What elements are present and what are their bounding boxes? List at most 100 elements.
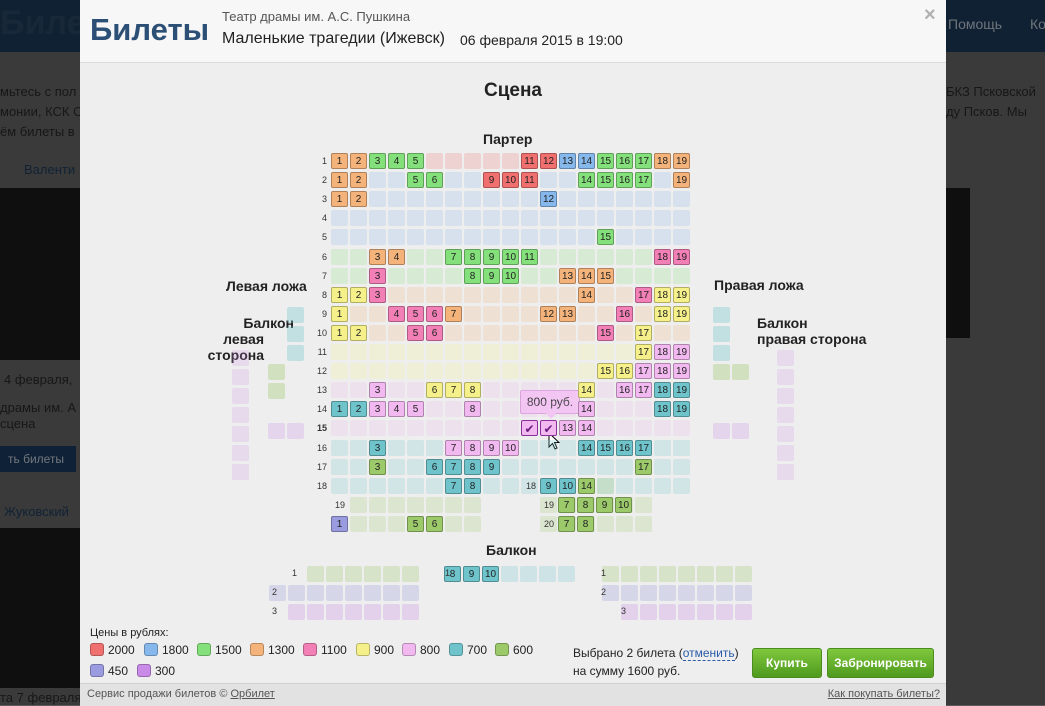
seat-available[interactable]: 3: [369, 401, 386, 417]
seat-available[interactable]: 3: [369, 287, 386, 303]
seat-available[interactable]: 19: [673, 344, 690, 360]
nav-help-link[interactable]: Помощь: [948, 16, 1003, 32]
seat-available[interactable]: 3: [369, 459, 386, 475]
seat-available[interactable]: 5: [407, 401, 424, 417]
seat-available[interactable]: 9: [483, 268, 500, 284]
seat-available[interactable]: 16: [616, 363, 633, 379]
seat-available[interactable]: 16: [616, 382, 633, 398]
seat-available[interactable]: 6: [426, 325, 443, 341]
seat-available[interactable]: 8: [444, 566, 461, 582]
seat-available[interactable]: 9: [540, 478, 557, 494]
seat-available[interactable]: 11: [521, 249, 538, 265]
seat-available[interactable]: 14: [578, 420, 595, 436]
seat-available[interactable]: 17: [635, 459, 652, 475]
seat-available[interactable]: 19: [673, 287, 690, 303]
orbilet-link[interactable]: Орбилет: [230, 688, 275, 700]
seat-available[interactable]: 19: [673, 153, 690, 169]
seat-available[interactable]: 7: [445, 459, 462, 475]
bg-buy-button[interactable]: ть билеты: [0, 446, 76, 472]
seat-available[interactable]: 7: [445, 382, 462, 398]
seat-available[interactable]: 15: [597, 325, 614, 341]
seat-available[interactable]: 10: [502, 268, 519, 284]
seat-available[interactable]: 13: [559, 306, 576, 322]
seat-available[interactable]: 1: [331, 306, 348, 322]
seat-available[interactable]: 1: [331, 325, 348, 341]
seat-available[interactable]: 1: [331, 191, 348, 207]
seat-available[interactable]: 9: [463, 566, 480, 582]
seat-available[interactable]: 5: [407, 172, 424, 188]
seat-available[interactable]: 18: [654, 249, 671, 265]
seat-available[interactable]: 8: [464, 401, 481, 417]
seat-available[interactable]: 15: [597, 172, 614, 188]
seat-available[interactable]: 5: [407, 516, 424, 532]
seat-available[interactable]: 14: [578, 153, 595, 169]
seat-available[interactable]: 2: [350, 153, 367, 169]
seat-available[interactable]: 14: [578, 172, 595, 188]
seat-available[interactable]: 4: [388, 306, 405, 322]
seat-available[interactable]: 6: [426, 459, 443, 475]
bg-card-title[interactable]: Валенти: [24, 162, 76, 177]
seat-selected[interactable]: ✔: [521, 420, 538, 436]
seat-available[interactable]: 7: [445, 478, 462, 494]
seat-available[interactable]: 17: [635, 382, 652, 398]
seat-available[interactable]: 6: [426, 306, 443, 322]
seat-available[interactable]: 18: [654, 306, 671, 322]
seat-available[interactable]: 3: [369, 153, 386, 169]
seat-available[interactable]: 2: [350, 191, 367, 207]
buy-button[interactable]: Купить: [752, 648, 822, 678]
seat-available[interactable]: 9: [483, 172, 500, 188]
seat-available[interactable]: 15: [597, 268, 614, 284]
seat-available[interactable]: 1: [331, 287, 348, 303]
bg-card-title-2[interactable]: Жуковский: [4, 504, 69, 519]
seat-available[interactable]: 8: [464, 382, 481, 398]
seat-available[interactable]: 2: [350, 287, 367, 303]
seat-available[interactable]: 14: [578, 401, 595, 417]
seat-available[interactable]: 17: [635, 344, 652, 360]
seat-available[interactable]: 15: [597, 153, 614, 169]
seat-available[interactable]: 14: [578, 478, 595, 494]
seat-available[interactable]: 19: [673, 306, 690, 322]
seat-available[interactable]: 17: [635, 153, 652, 169]
seat-available[interactable]: 7: [558, 497, 575, 513]
seat-available[interactable]: 8: [577, 516, 594, 532]
seat-available[interactable]: 13: [559, 420, 576, 436]
seat-available[interactable]: 1: [331, 153, 348, 169]
seat-available[interactable]: 12: [540, 306, 557, 322]
seat-available[interactable]: 8: [464, 249, 481, 265]
seat-available[interactable]: 5: [407, 306, 424, 322]
cancel-selection-link[interactable]: отменить: [682, 646, 735, 661]
seat-available[interactable]: 11: [521, 153, 538, 169]
seat-available[interactable]: 9: [483, 459, 500, 475]
seat-available[interactable]: 4: [388, 249, 405, 265]
seat-available[interactable]: 19: [673, 382, 690, 398]
how-to-buy-link[interactable]: Как покупать билеты?: [827, 688, 940, 700]
seat-available[interactable]: 10: [559, 478, 576, 494]
seat-available[interactable]: 17: [635, 363, 652, 379]
seat-available[interactable]: 12: [540, 153, 557, 169]
seat-available[interactable]: 16: [616, 153, 633, 169]
seat-available[interactable]: 5: [407, 325, 424, 341]
seat-available[interactable]: 1: [331, 401, 348, 417]
seat-available[interactable]: 13: [559, 153, 576, 169]
seat-available[interactable]: 4: [388, 401, 405, 417]
seat-available[interactable]: 8: [464, 440, 481, 456]
seat-available[interactable]: 3: [369, 440, 386, 456]
seat-available[interactable]: 8: [464, 268, 481, 284]
seat-available[interactable]: 19: [673, 249, 690, 265]
seat-available[interactable]: 7: [445, 306, 462, 322]
seat-available[interactable]: 19: [673, 401, 690, 417]
seat-available[interactable]: 2: [350, 172, 367, 188]
seat-available[interactable]: 11: [521, 172, 538, 188]
seat-available[interactable]: 8: [464, 459, 481, 475]
seat-available[interactable]: 2: [350, 401, 367, 417]
seat-available[interactable]: 15: [597, 229, 614, 245]
seat-available[interactable]: 10: [615, 497, 632, 513]
seat-available[interactable]: 19: [673, 363, 690, 379]
seat-available[interactable]: 9: [483, 249, 500, 265]
seat-available[interactable]: 10: [482, 566, 499, 582]
seat-available[interactable]: 13: [559, 268, 576, 284]
seat-available[interactable]: 5: [407, 153, 424, 169]
book-button[interactable]: Забронировать: [827, 648, 934, 678]
seat-available[interactable]: 18: [654, 382, 671, 398]
seat-selected[interactable]: ✔: [540, 420, 557, 436]
